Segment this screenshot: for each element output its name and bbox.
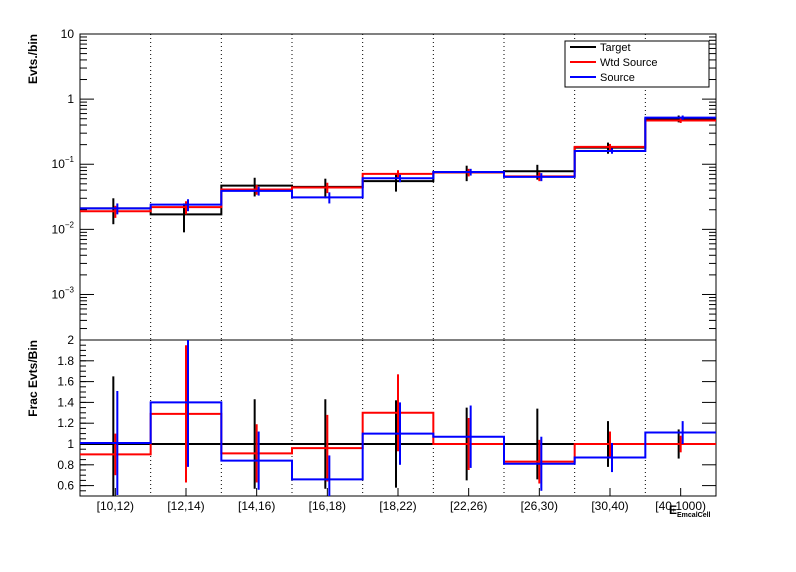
x-category-label: [18,22): [379, 499, 416, 513]
legend-box: [564, 40, 710, 88]
bottom-tick-label: 1.4: [57, 395, 74, 409]
x-category-label: [30,40): [591, 499, 628, 513]
top-y-ticks: 10 1 10−1 10−2 10−3: [52, 27, 716, 330]
top-tick-label: 1: [67, 92, 74, 106]
bottom-y-axis-title: Frac Evts/Bin: [26, 340, 40, 417]
bottom-tick-label: 1.8: [57, 354, 74, 368]
bottom-step-line-wtd-source: [80, 411, 716, 463]
legend-label-target: Target: [600, 42, 631, 54]
x-category-label: [14,16): [238, 499, 275, 513]
top-series: [80, 115, 716, 233]
top-tick-label: 10−3: [52, 285, 75, 301]
bottom-tick-label: 0.6: [57, 479, 74, 493]
x-category-label: [22,26): [450, 499, 487, 513]
x-category-label: [26,30): [521, 499, 558, 513]
x-category-label: [16,18): [309, 499, 346, 513]
bottom-series: [80, 340, 716, 496]
bottom-tick-label: 1.2: [57, 416, 74, 430]
x-category-labels: [10,12) [12,14) [14,16) [16,18) [18,22) [22,2…: [97, 488, 706, 513]
bottom-panel: 0.6 0.8 1 1.2 1.4 1.6 1.8 2 [10,12) [12,14) [14,1…: [26, 333, 717, 519]
top-step-line-wtd-source: [80, 119, 716, 213]
top-step-line-target: [80, 117, 716, 216]
bottom-step-line-source: [80, 401, 716, 481]
legend-label-source: Source: [600, 72, 635, 84]
bottom-tick-label: 1: [67, 437, 74, 451]
x-axis-title: EEmcalCell: [669, 503, 711, 519]
top-tick-label: 10: [61, 27, 75, 41]
bottom-tick-label: 1.6: [57, 375, 74, 389]
bottom-tick-label: 2: [67, 333, 74, 347]
top-step-line-source: [80, 116, 716, 210]
legend: Target Wtd Source Source: [564, 40, 710, 88]
legend-label-wtd-source: Wtd Source: [600, 57, 657, 69]
top-tick-label: 10−2: [52, 220, 75, 236]
x-category-label: [10,12): [97, 499, 134, 513]
top-tick-label: 10−1: [52, 155, 75, 171]
x-category-label: [40,1000): [655, 499, 706, 513]
top-panel: 10 1 10−1 10−2 10−3 Evts./bin: [26, 27, 717, 341]
x-category-label: [12,14): [167, 499, 204, 513]
top-y-axis-title: Evts./bin: [26, 34, 40, 84]
bottom-tick-label: 0.8: [57, 458, 74, 472]
